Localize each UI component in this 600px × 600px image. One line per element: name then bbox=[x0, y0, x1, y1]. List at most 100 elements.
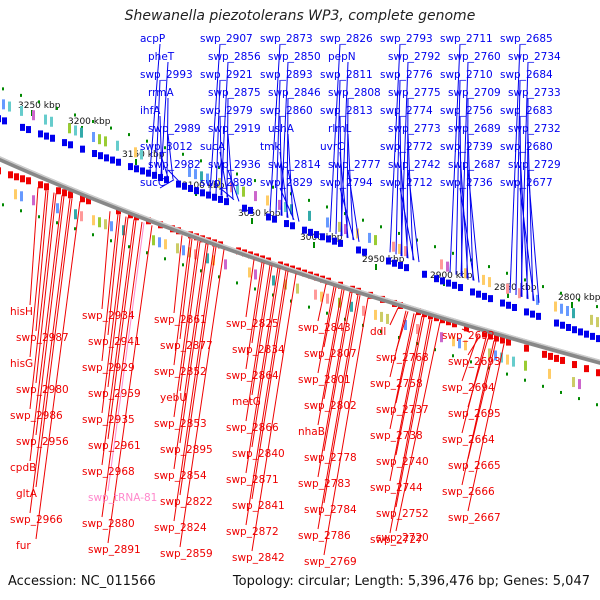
gene-label: swp_2712 bbox=[380, 177, 433, 189]
guide-dot bbox=[326, 205, 328, 209]
label-connector bbox=[101, 219, 135, 466]
forward-feature bbox=[470, 288, 475, 296]
reverse-feature bbox=[548, 352, 553, 360]
forward-feature bbox=[272, 215, 277, 223]
orf-feature bbox=[242, 186, 245, 197]
label-connector bbox=[400, 61, 409, 257]
gene-label: swp_2783 bbox=[298, 478, 351, 490]
label-connector bbox=[35, 190, 49, 332]
orf-feature bbox=[488, 348, 491, 359]
orf-feature bbox=[176, 243, 179, 254]
orf-feature bbox=[512, 356, 515, 367]
forward-feature bbox=[308, 228, 313, 236]
gene-label: swp_2842 bbox=[232, 552, 285, 564]
gene-label: swp_2966 bbox=[10, 514, 63, 526]
orf-feature bbox=[158, 237, 161, 248]
gene-label: swp_2739 bbox=[440, 141, 493, 153]
label-connector bbox=[159, 179, 175, 189]
orf-feature bbox=[188, 166, 191, 177]
label-connector bbox=[466, 97, 469, 279]
label-connector bbox=[460, 61, 469, 277]
orf-feature bbox=[188, 247, 191, 258]
orf-feature bbox=[458, 338, 461, 349]
guide-dot bbox=[470, 360, 472, 364]
guide-dot bbox=[92, 233, 94, 237]
orf-feature bbox=[350, 301, 353, 312]
forward-feature bbox=[248, 206, 253, 214]
label-connector bbox=[455, 79, 461, 275]
label-connector bbox=[395, 313, 417, 404]
orf-feature bbox=[404, 320, 407, 331]
orf-feature bbox=[32, 110, 35, 121]
guide-dot bbox=[578, 397, 580, 401]
guide-dot bbox=[38, 100, 40, 104]
label-connector bbox=[173, 245, 215, 522]
orf-feature bbox=[110, 221, 113, 232]
label-connector bbox=[467, 343, 505, 512]
forward-feature bbox=[50, 134, 55, 142]
forward-feature bbox=[176, 180, 181, 188]
orf-feature bbox=[506, 283, 509, 294]
gene-label: swp_2709 bbox=[448, 87, 501, 99]
orf-feature bbox=[308, 210, 311, 221]
feature-track-layer bbox=[0, 87, 600, 407]
kbp-tick-label: 3100 kbp bbox=[182, 181, 225, 191]
forward-feature bbox=[320, 233, 325, 241]
gene-label: swp_2893 bbox=[260, 69, 313, 81]
gene-label: swp_2772 bbox=[380, 141, 433, 153]
label-connector bbox=[159, 115, 163, 176]
gene-label: swp_2694 bbox=[442, 382, 495, 394]
forward-feature bbox=[80, 145, 85, 153]
orf-feature bbox=[446, 261, 449, 272]
guide-dot bbox=[380, 329, 382, 333]
label-connector bbox=[399, 187, 415, 261]
reverse-feature bbox=[0, 167, 1, 175]
label-connector bbox=[167, 169, 180, 182]
gene-label: swp_2852 bbox=[154, 366, 207, 378]
guide-dot bbox=[506, 372, 508, 376]
gene-label: swp_2895 bbox=[160, 444, 213, 456]
label-connector bbox=[395, 319, 433, 508]
orf-feature bbox=[416, 324, 419, 335]
gene-label: swp_2802 bbox=[304, 400, 357, 412]
orf-feature bbox=[56, 203, 59, 214]
map-title: Shewanella piezotolerans WP3, complete g… bbox=[124, 8, 476, 24]
orf-feature bbox=[74, 125, 77, 136]
guide-dot bbox=[560, 291, 562, 295]
guide-dot bbox=[398, 231, 400, 235]
forward-feature bbox=[572, 326, 577, 334]
guide-dot bbox=[416, 238, 418, 242]
label-connector bbox=[339, 115, 343, 237]
orf-feature bbox=[578, 379, 581, 390]
gene-label: swp_2861 bbox=[154, 314, 207, 326]
forward-feature bbox=[182, 182, 187, 190]
label-connector bbox=[323, 297, 369, 556]
label-connector bbox=[461, 334, 479, 382]
label-connector bbox=[166, 97, 169, 178]
orf-feature bbox=[236, 184, 239, 195]
orf-feature bbox=[182, 245, 185, 256]
label-connector bbox=[399, 115, 403, 257]
gene-label: swp_2801 bbox=[298, 374, 351, 386]
guide-dot bbox=[164, 146, 166, 150]
orf-feature bbox=[248, 267, 251, 278]
gene-label: swp_2919 bbox=[208, 123, 261, 135]
orf-feature bbox=[404, 246, 407, 257]
gene-label: sucA bbox=[200, 141, 226, 153]
gene-label: swp_2683 bbox=[500, 105, 553, 117]
gene-label: swp_2689 bbox=[448, 123, 501, 135]
guide-dot bbox=[488, 366, 490, 370]
guide-dot bbox=[128, 245, 130, 249]
gene-label: swp_2778 bbox=[304, 452, 357, 464]
forward-feature bbox=[392, 259, 397, 267]
forward-feature bbox=[554, 319, 559, 327]
label-connector bbox=[179, 243, 209, 444]
label-connector bbox=[526, 97, 529, 299]
guide-dot bbox=[560, 390, 562, 394]
guide-dot bbox=[38, 215, 40, 219]
orf-feature bbox=[218, 177, 221, 188]
forward-feature bbox=[26, 126, 31, 134]
label-connector bbox=[173, 235, 183, 314]
orf-feature bbox=[14, 189, 17, 200]
gene-label: swp_3012 bbox=[140, 141, 193, 153]
